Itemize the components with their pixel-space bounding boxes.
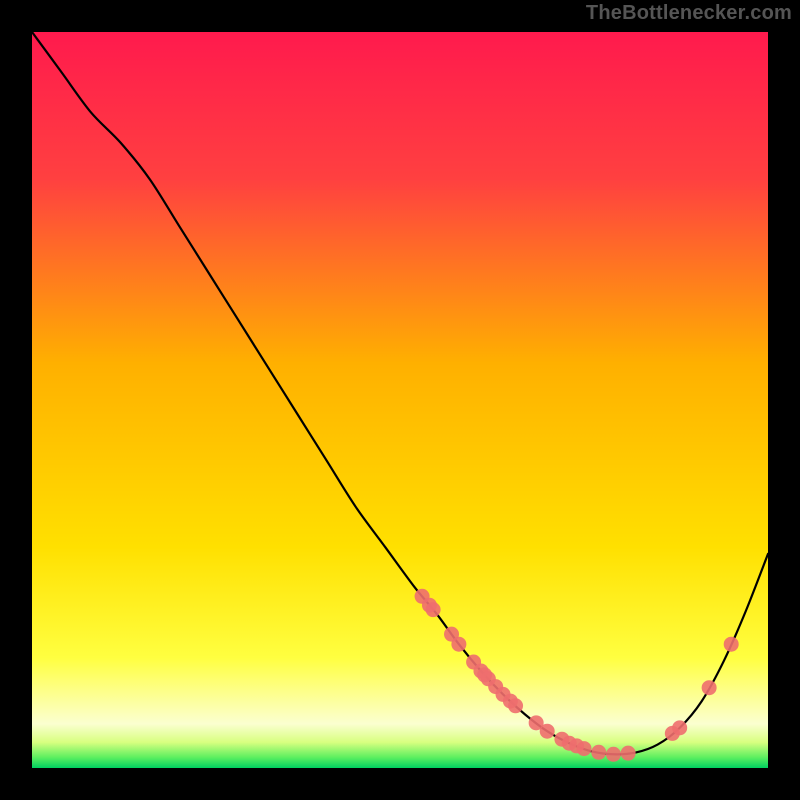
curve-marker — [591, 745, 606, 760]
curve-marker — [540, 724, 555, 739]
curve-marker — [724, 637, 739, 652]
chart-svg — [32, 32, 768, 768]
plot-area — [32, 32, 768, 768]
curve-marker — [577, 741, 592, 756]
curve-marker — [451, 637, 466, 652]
curve-marker — [426, 602, 441, 617]
chart-frame: TheBottlenecker.com — [0, 0, 800, 800]
curve-marker — [508, 698, 523, 713]
curve-marker — [606, 747, 621, 762]
curve-marker — [702, 680, 717, 695]
curve-marker — [672, 720, 687, 735]
watermark-label: TheBottlenecker.com — [586, 2, 792, 25]
curve-marker — [621, 746, 636, 761]
